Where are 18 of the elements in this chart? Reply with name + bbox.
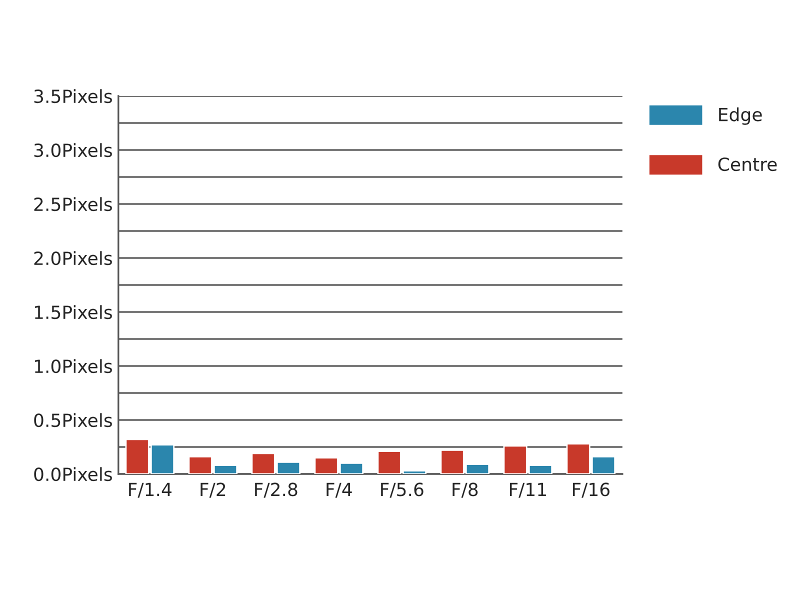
x-tick-label: F/1.4 xyxy=(129,482,172,498)
legend-label: Centre xyxy=(718,157,777,172)
x-tick-label: F/11 xyxy=(510,482,546,498)
y-tick-label: 3.0Pixels xyxy=(34,143,112,158)
x-tick-label: F/8 xyxy=(452,482,478,498)
y-tick-label: 2.5Pixels xyxy=(34,197,112,212)
y-tick-label: 1.5Pixels xyxy=(34,305,112,320)
x-tick-label: F/5.6 xyxy=(381,482,424,498)
x-tick-label: F/2.8 xyxy=(255,482,298,498)
legend-label: Edge xyxy=(719,107,762,125)
x-tick-label: F/2 xyxy=(200,482,226,498)
y-tick-label: 0.0Pixels xyxy=(34,467,112,482)
y-tick-label: 3.5Pixels xyxy=(34,89,112,104)
x-tick-label: F/4 xyxy=(326,482,352,498)
x-tick-label: F/16 xyxy=(572,482,610,498)
y-tick-label: 1.0Pixels xyxy=(34,359,112,374)
y-tick-label: 2.0Pixels xyxy=(34,251,112,266)
y-tick-label: 0.5Pixels xyxy=(34,413,112,428)
